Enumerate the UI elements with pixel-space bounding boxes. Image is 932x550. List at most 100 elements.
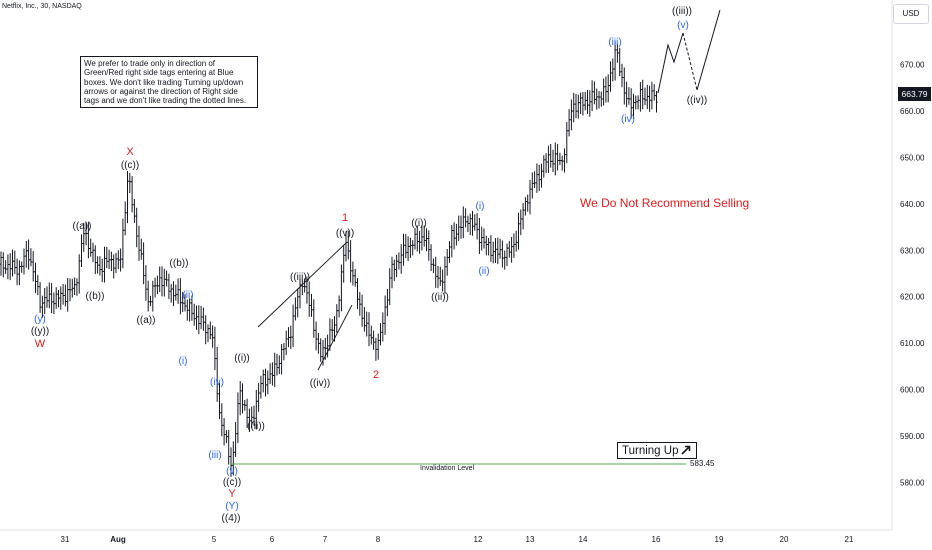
price-bar [255,389,258,430]
price-tick-label: 660.00 [900,107,925,116]
price-bar [271,362,274,386]
price-bar [510,237,513,263]
time-tick-label: 19 [715,535,724,544]
price-bar [540,163,543,188]
price-bar [98,256,102,276]
price-bar [526,194,529,212]
symbol-title: Netflix, Inc., 30, NASDAQ [2,3,82,10]
price-bar [404,233,407,259]
price-bar [574,93,578,119]
price-bar [170,283,173,303]
time-tick-label: 16 [652,535,661,544]
arrow-up-right-icon [681,445,691,455]
price-bar [266,370,269,395]
price-tick-label: 590.00 [900,432,925,441]
wave-label: X [126,146,134,158]
price-bar [436,265,440,289]
price-bar [11,249,14,277]
price-bar [13,250,16,275]
price-bar [533,171,536,189]
price-bar [291,304,295,348]
price-bar [71,278,74,298]
price-bar [377,333,380,360]
price-bar [489,235,493,262]
price-bar [627,87,631,105]
wave-label: ((c)) [223,477,241,488]
price-bar [18,260,21,286]
price-bar [356,278,359,309]
price-bar [101,258,104,283]
price-bar [310,294,313,317]
price-bar [252,405,256,426]
price-bar [165,270,168,287]
wave-label: 2 [373,369,379,381]
wave-label: ((a)) [137,315,156,326]
price-bar [531,172,534,199]
price-bar [561,155,564,171]
last-price-tag: 663.79 [898,87,931,101]
price-bar [153,277,157,298]
price-bar [298,279,302,309]
price-bar [450,225,453,258]
price-bar [174,284,177,301]
price-bar [64,284,67,307]
wave-label: (iii) [608,37,621,48]
price-bar [119,248,122,272]
price-bar [588,90,591,117]
price-bar [335,304,338,333]
price-bar [15,258,19,286]
price-bar [124,201,127,236]
price-bar [68,278,72,302]
price-bar [538,164,541,192]
price-bar [556,143,559,171]
price-tick-label: 620.00 [900,293,925,302]
turning-up-badge: Turning Up [617,442,698,459]
price-bar [142,242,145,285]
time-tick-label: 12 [474,535,483,544]
time-tick-label: 31 [61,535,70,544]
price-bar [443,256,447,294]
price-bar [80,234,83,267]
price-bar [528,179,532,215]
price-bar [209,321,212,340]
price-bar [167,273,171,300]
price-bar [508,240,511,258]
price-bar [296,288,299,318]
price-bar [66,277,69,312]
wave-label: (i) [476,201,485,212]
price-bar [547,145,550,173]
wave-label: 1 [342,212,348,224]
price-bar [480,226,483,251]
price-bar [650,81,654,110]
price-bar [579,92,582,115]
price-bar [0,251,3,276]
time-tick-label: 7 [323,535,328,544]
price-bar [340,264,343,312]
price-bar [319,338,322,362]
price-bar [312,299,315,338]
price-bar [549,143,552,168]
price-bar [328,318,332,351]
time-tick-label: 14 [579,535,588,544]
price-bar [257,383,260,412]
price-bar [577,94,580,119]
price-bar [429,244,433,271]
price-bar [590,80,594,112]
price-bar [641,79,644,110]
price-bar [386,288,389,317]
price-bar [264,368,267,397]
price-bar [107,249,111,269]
price-bar [6,254,10,280]
price-bar [372,330,375,350]
price-bar [22,248,26,275]
price-bar [236,392,240,444]
price-bar [397,252,401,270]
price-bar [632,93,635,119]
price-bar [475,212,479,240]
price-bar [147,280,150,312]
price-bar [381,312,384,342]
price-bar [268,363,272,384]
price-bar [512,233,516,258]
currency-button[interactable]: USD [893,4,929,24]
